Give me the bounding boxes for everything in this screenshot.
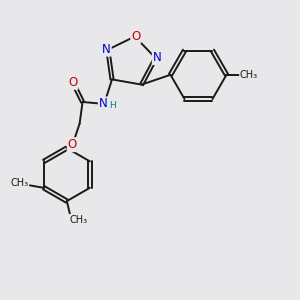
Text: H: H <box>110 101 116 110</box>
Text: O: O <box>68 76 77 89</box>
Text: N: N <box>102 43 111 56</box>
Text: N: N <box>99 98 108 110</box>
Text: CH₃: CH₃ <box>240 70 258 80</box>
Text: CH₃: CH₃ <box>10 178 28 188</box>
Text: CH₃: CH₃ <box>70 215 88 225</box>
Text: O: O <box>131 29 140 43</box>
Text: O: O <box>68 138 77 151</box>
Text: N: N <box>153 51 161 64</box>
